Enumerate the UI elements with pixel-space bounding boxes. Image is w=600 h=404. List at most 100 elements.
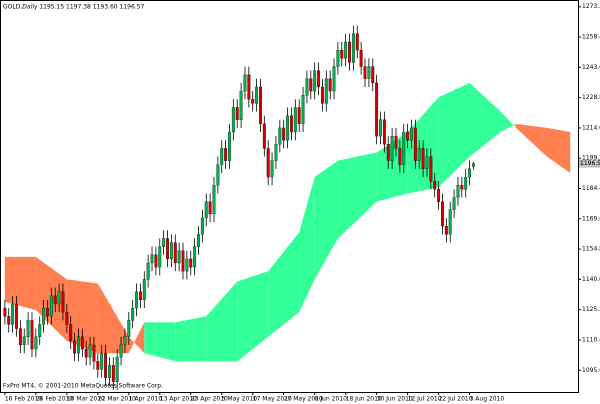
x-tick-label: 17 May 2010 bbox=[253, 396, 292, 403]
candle-body bbox=[289, 115, 293, 133]
cloud-segment bbox=[4, 256, 36, 311]
cloud-segment bbox=[516, 123, 548, 157]
candle-body bbox=[197, 234, 200, 247]
candle-body bbox=[270, 160, 274, 178]
candle-body bbox=[158, 246, 162, 268]
candle-body bbox=[410, 127, 413, 141]
candle-body bbox=[309, 78, 313, 92]
candle-body bbox=[96, 361, 100, 370]
cloud-segment bbox=[128, 322, 145, 354]
candle-body bbox=[363, 66, 367, 79]
candle-body bbox=[231, 107, 235, 133]
candle-body bbox=[212, 185, 216, 215]
y-tick-label: 1125.20 bbox=[582, 306, 600, 313]
candle-body bbox=[154, 254, 158, 268]
candle-body bbox=[92, 344, 96, 362]
candle-body bbox=[123, 336, 127, 346]
candle-body bbox=[444, 226, 448, 235]
y-tick-label: 1243.60 bbox=[582, 64, 600, 71]
x-tick-label: 10 Mar 2010 bbox=[67, 396, 105, 403]
cloud-segment bbox=[438, 82, 470, 188]
candle-body bbox=[243, 74, 247, 92]
candle-body bbox=[262, 123, 266, 149]
cloud-segment bbox=[268, 232, 300, 337]
candle-body bbox=[386, 144, 390, 161]
candle-body bbox=[278, 127, 282, 145]
y-tick-label: 1169.60 bbox=[582, 215, 600, 222]
candle-body bbox=[406, 131, 410, 141]
candle-body bbox=[456, 185, 460, 198]
candle-body bbox=[84, 348, 88, 358]
candle-body bbox=[30, 320, 34, 350]
candle-body bbox=[38, 324, 42, 337]
cloud-segment bbox=[337, 152, 377, 239]
candle-body bbox=[135, 291, 138, 309]
candle-body bbox=[76, 336, 80, 354]
candle-body bbox=[433, 180, 437, 190]
candle-body bbox=[169, 242, 173, 260]
candle-body bbox=[336, 49, 340, 67]
candle-body bbox=[11, 303, 15, 325]
cloud-segment bbox=[314, 160, 338, 280]
candle-body bbox=[119, 344, 123, 358]
candle-body bbox=[305, 78, 309, 96]
x-tick-label: 18 Jun 2010 bbox=[346, 396, 382, 403]
candle-body bbox=[460, 185, 464, 190]
x-tick-label: 13 Apr 2010 bbox=[160, 396, 197, 403]
candle-body bbox=[379, 119, 382, 137]
candle-body bbox=[448, 209, 452, 235]
candle-body bbox=[351, 33, 355, 63]
y-tick-label: 1199.20 bbox=[582, 155, 600, 162]
candle-body bbox=[359, 49, 363, 67]
y-tick-label: 1258.40 bbox=[582, 34, 600, 41]
candle-body bbox=[259, 86, 262, 124]
candle-body bbox=[181, 250, 185, 272]
candle-body bbox=[344, 41, 348, 59]
x-tick-label: 22 Jul 2010 bbox=[439, 396, 473, 403]
y-tick-label: 1154.80 bbox=[582, 246, 600, 253]
candle-body bbox=[468, 168, 472, 178]
candle-body bbox=[247, 74, 251, 100]
y-tick-label: 1273.20 bbox=[582, 3, 600, 10]
candle-body bbox=[398, 148, 402, 165]
candle-body bbox=[235, 107, 239, 120]
candle-body bbox=[332, 66, 336, 92]
candle-body bbox=[131, 307, 135, 321]
x-tick-label: 26 Feb 2010 bbox=[36, 396, 74, 403]
candle-body bbox=[73, 340, 77, 354]
candle-body bbox=[88, 344, 92, 358]
candle-body bbox=[138, 291, 142, 301]
candle-body bbox=[224, 148, 228, 161]
cloud-segment bbox=[299, 177, 315, 313]
candle-body bbox=[107, 365, 111, 378]
y-tick-label: 1110.40 bbox=[582, 337, 600, 344]
footer: FxPro MT4, © 2001-2010 MetaQuotes Softwa… bbox=[3, 383, 163, 390]
cloud-segment bbox=[547, 127, 571, 173]
last-price-box bbox=[579, 159, 600, 168]
plot bbox=[3, 25, 571, 390]
candle-body bbox=[150, 254, 154, 264]
candle-body bbox=[328, 78, 332, 92]
cloud-segment bbox=[97, 283, 129, 354]
x-tick-label: 30 Jun 2010 bbox=[377, 396, 413, 403]
candle-body bbox=[274, 144, 278, 161]
candle-body bbox=[53, 295, 57, 305]
candle-body bbox=[282, 127, 286, 141]
candle-body bbox=[220, 148, 224, 165]
candle-body bbox=[15, 303, 18, 329]
cloud-segment bbox=[237, 271, 269, 362]
candle-body bbox=[471, 163, 475, 167]
candle-body bbox=[142, 279, 146, 301]
candle-body bbox=[166, 238, 169, 260]
candle-body bbox=[367, 66, 371, 79]
candle-body bbox=[57, 291, 61, 305]
candle-body bbox=[441, 201, 444, 227]
candle-body bbox=[69, 324, 73, 341]
candle-body bbox=[320, 86, 324, 104]
x-tick-label: 3 Aug 2010 bbox=[470, 396, 505, 403]
candle-body bbox=[340, 49, 344, 59]
candle-body bbox=[7, 316, 11, 325]
candle-body bbox=[464, 176, 468, 190]
candle-body bbox=[382, 119, 386, 145]
